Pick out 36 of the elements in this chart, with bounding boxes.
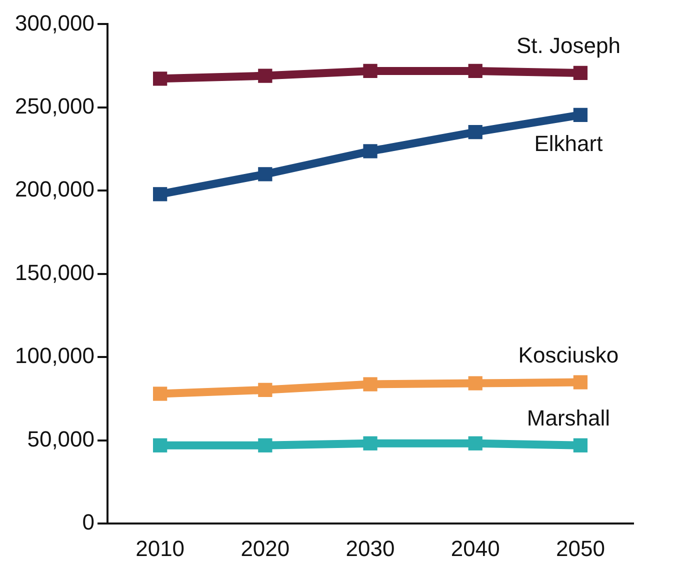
point bbox=[258, 382, 272, 397]
series-label: Marshall bbox=[526, 405, 610, 430]
y-tick-label: 250,000 bbox=[14, 93, 95, 118]
x-tick-label: 2030 bbox=[346, 536, 395, 561]
point bbox=[573, 438, 588, 452]
point bbox=[363, 64, 378, 78]
point bbox=[363, 436, 378, 450]
point bbox=[573, 66, 588, 80]
series-label: Kosciusko bbox=[518, 342, 619, 368]
y-tick-label: 200,000 bbox=[14, 176, 95, 202]
y-tick-label: 50,000 bbox=[27, 426, 95, 452]
point bbox=[258, 167, 272, 182]
point bbox=[258, 438, 272, 452]
x-tick-label: 2020 bbox=[240, 536, 290, 561]
point bbox=[468, 436, 482, 450]
point bbox=[573, 375, 588, 390]
point bbox=[363, 377, 378, 392]
series-label: St. Joseph bbox=[516, 32, 620, 58]
x-tick-label: 2040 bbox=[450, 536, 500, 561]
point bbox=[153, 386, 168, 401]
point bbox=[258, 68, 272, 83]
point bbox=[153, 187, 168, 202]
point bbox=[573, 108, 588, 122]
point bbox=[363, 144, 378, 158]
point bbox=[468, 125, 482, 140]
point bbox=[468, 376, 482, 390]
point bbox=[468, 64, 482, 78]
point bbox=[153, 72, 168, 86]
y-tick-label: 150,000 bbox=[14, 260, 95, 285]
x-tick-label: 2010 bbox=[136, 536, 185, 561]
x-tick-label: 2050 bbox=[556, 536, 605, 561]
y-tick-label: 100,000 bbox=[14, 343, 95, 368]
y-tick-label: 300,000 bbox=[14, 10, 95, 36]
series-label: Elkhart bbox=[534, 130, 603, 156]
y-tick-label: 0 bbox=[82, 510, 95, 535]
point bbox=[153, 438, 168, 452]
